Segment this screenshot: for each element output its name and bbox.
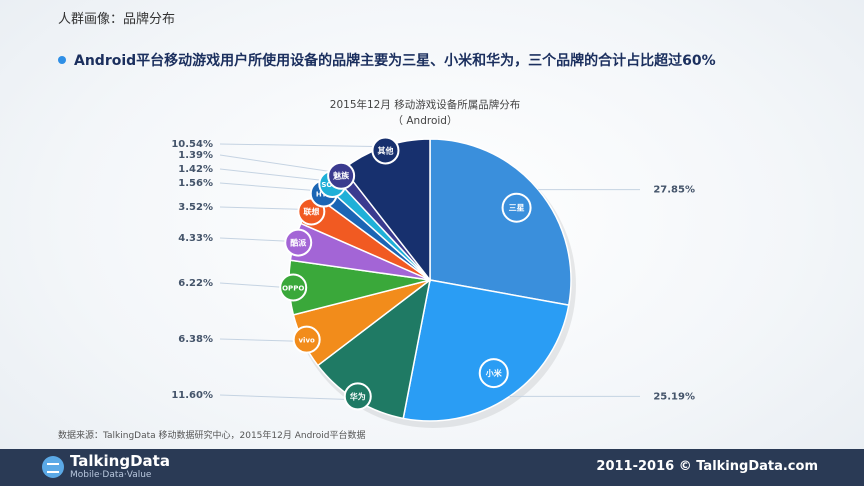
slice-name-label: 其他 <box>377 145 393 155</box>
slice-percent-label: 4.33% <box>178 233 213 244</box>
slice-name-label: 华为 <box>350 391 366 401</box>
chart-subtitle: （ Android） <box>392 115 458 127</box>
slice-name-label: 小米 <box>485 368 503 378</box>
slice-percent-label: 6.22% <box>178 278 213 289</box>
slice-percent-label: 27.85% <box>653 185 695 196</box>
leader-line <box>219 168 330 182</box>
logo-name: TalkingData <box>70 452 170 470</box>
leader-line <box>219 338 304 342</box>
leader-line <box>219 237 295 242</box>
headline-text: Android平台移动游戏用户所使用设备的品牌主要为三星、小米和华为，三个品牌的… <box>74 53 716 69</box>
data-source: 数据来源：TalkingData 移动数据研究中心，2015年12月 Andro… <box>58 431 366 441</box>
slice-percent-label: 1.42% <box>178 164 213 175</box>
logo-tagline: Mobile·Data·Value <box>70 470 152 480</box>
slice-name-badge <box>284 228 313 257</box>
leader-line <box>219 182 321 192</box>
leader-line <box>219 143 385 148</box>
slice-name-label: 酷派 <box>290 238 307 248</box>
leader-line <box>219 206 308 211</box>
leader-line <box>219 282 290 289</box>
pie-slice <box>429 138 572 306</box>
section-title: 人群画像：品牌分布 <box>58 12 176 27</box>
slice-percent-label: 1.39% <box>178 150 213 161</box>
slice-name-badge <box>343 382 372 411</box>
slice-percent-label: 10.54% <box>171 139 213 150</box>
logo: TalkingData Mobile·Data·Value <box>42 453 170 481</box>
slice-name-badge <box>371 136 400 165</box>
logo-icon <box>42 456 64 478</box>
headline: Android平台移动游戏用户所使用设备的品牌主要为三星、小米和华为，三个品牌的… <box>58 50 716 70</box>
slice-name-label: OPPO <box>282 284 304 292</box>
slice-name-label: 三星 <box>509 203 525 213</box>
slice-percent-label: 3.52% <box>178 202 213 213</box>
slice-name-badge <box>501 192 532 223</box>
bullet-icon <box>58 56 66 64</box>
slice-percent-label: 1.56% <box>178 178 213 189</box>
slice-percent-label: 25.19% <box>653 391 695 402</box>
leader-line <box>219 154 339 174</box>
slice-percent-label: 11.60% <box>171 390 213 401</box>
leader-line <box>219 394 356 401</box>
slice-percent-label: 6.38% <box>178 334 213 345</box>
slice-name-badge <box>279 273 308 302</box>
slice-name-label: 联想 <box>303 207 319 217</box>
slice-name-label: 魅族 <box>333 171 350 181</box>
slice-name-badge <box>478 358 509 389</box>
slice-name-badge <box>327 161 356 190</box>
slice-name-label: vivo <box>298 337 315 345</box>
footer-bar: TalkingData Mobile·Data·Value 2011-2016 … <box>0 449 864 486</box>
pie-slice <box>402 279 570 422</box>
chart-title-block: 2015年12月 移动游戏设备所属品牌分布 （ Android） <box>300 97 550 129</box>
copyright: 2011-2016 © TalkingData.com <box>596 459 818 474</box>
slice-name-badge <box>292 325 321 354</box>
chart-title: 2015年12月 移动游戏设备所属品牌分布 <box>329 99 521 111</box>
